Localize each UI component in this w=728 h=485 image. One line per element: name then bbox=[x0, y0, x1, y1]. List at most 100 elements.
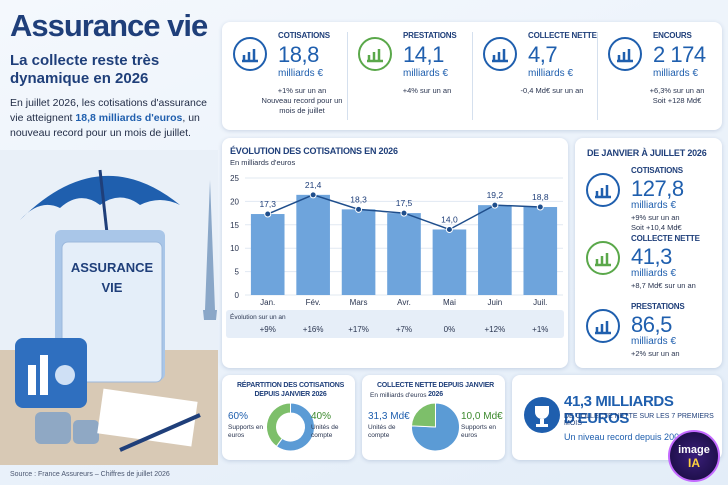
kpi-value: 2 174 bbox=[653, 42, 706, 67]
line-point bbox=[400, 209, 408, 217]
kpi-icon bbox=[608, 37, 642, 71]
bar bbox=[432, 229, 467, 295]
kpi-value: 18,8 bbox=[278, 42, 319, 67]
growth-value: +7% bbox=[396, 325, 412, 334]
intro-text: , un nouveau record pour un mois de juil… bbox=[10, 112, 200, 139]
icon-glyph bbox=[595, 321, 611, 335]
title: Assurance vie bbox=[10, 8, 208, 43]
source: Source : France Assureurs – Chiffres de … bbox=[10, 471, 170, 478]
kpi-label: ENCOURS bbox=[653, 31, 692, 40]
value-label: 19,2 bbox=[487, 190, 504, 200]
x-tick-label: Jan. bbox=[260, 298, 275, 307]
ytd-value: 41,3 bbox=[631, 244, 672, 269]
icon-ring bbox=[586, 241, 620, 275]
ytd-title: DE JANVIER À JUILLET 2026 bbox=[587, 148, 707, 158]
ytd-icon bbox=[586, 173, 620, 207]
ytd-value: 86,5 bbox=[631, 312, 672, 337]
slice-label: Unités de compte bbox=[311, 424, 339, 439]
logo-text: image bbox=[678, 444, 710, 456]
chart-subtitle: En milliards d'euros bbox=[230, 158, 296, 167]
y-tick-label: 0 bbox=[235, 291, 240, 300]
icon-ring bbox=[586, 173, 620, 207]
kpi-note: +1% sur un an bbox=[277, 86, 327, 95]
x-tick-label: Juin bbox=[488, 298, 503, 307]
growth-label: Évolution sur un an bbox=[230, 312, 286, 321]
kpi-label: COLLECTE NETTE bbox=[528, 31, 597, 40]
pie-slice bbox=[411, 402, 436, 428]
icon-ring bbox=[358, 37, 392, 71]
chart-icon bbox=[15, 338, 87, 408]
icon-glyph bbox=[595, 185, 611, 199]
pie-card: RÉPARTITION DES COTISATIONS DEPUIS JANVI… bbox=[222, 375, 355, 460]
icon-ring bbox=[608, 37, 642, 71]
value-label: 17,3 bbox=[259, 199, 276, 209]
kpi-note: -0,4 Md€ sur un an bbox=[520, 86, 584, 95]
folder-label: ASSURANCE bbox=[71, 260, 154, 275]
line-point bbox=[536, 203, 544, 211]
kpi-unit: milliards € bbox=[653, 68, 699, 79]
pie-subtitle: En milliards d'euros bbox=[370, 392, 427, 399]
icon-glyph bbox=[492, 49, 508, 63]
kpi-icon bbox=[483, 37, 517, 71]
bar bbox=[296, 194, 330, 295]
kpi-label: PRESTATIONS bbox=[403, 31, 457, 40]
icon-glyph bbox=[595, 253, 611, 267]
x-tick-label: Fév. bbox=[306, 298, 321, 307]
growth-strip bbox=[226, 310, 564, 338]
line-point bbox=[264, 210, 272, 218]
line-point bbox=[491, 201, 499, 209]
kpi-value: 4,7 bbox=[528, 42, 558, 67]
y-tick-label: 25 bbox=[230, 174, 239, 183]
slice-value: 31,3 Md€ bbox=[368, 411, 410, 422]
growth-value: +1% bbox=[532, 325, 548, 334]
line-point bbox=[355, 205, 363, 213]
slice-value: 10,0 Md€ bbox=[461, 411, 503, 422]
ytd-label: COTISATIONS bbox=[631, 166, 683, 175]
ytd-unit: milliards € bbox=[631, 336, 677, 347]
subtitle: La collecte reste très dynamique en 2026 bbox=[10, 52, 160, 87]
umbrella bbox=[20, 175, 180, 220]
bar bbox=[523, 207, 558, 295]
kpi-unit: milliards € bbox=[278, 68, 324, 79]
value-label: 18,8 bbox=[532, 192, 549, 202]
ytd-note: +9% sur un an bbox=[631, 213, 680, 222]
icon-glyph bbox=[242, 49, 258, 63]
ytd-note: Soit +10,4 Md€ bbox=[631, 223, 682, 232]
kpi-icon bbox=[233, 37, 267, 71]
x-tick-label: Mars bbox=[350, 298, 368, 307]
line-point bbox=[309, 191, 317, 199]
ytd-icon bbox=[586, 241, 620, 275]
intro: En juillet 2026, les cotisations d'assur… bbox=[10, 96, 215, 141]
kpi-icon bbox=[358, 37, 392, 71]
growth-value: +12% bbox=[485, 325, 506, 334]
banner-headline: 41,3 MILLIARDS D'EUROS bbox=[564, 393, 674, 427]
icon-ring bbox=[233, 37, 267, 71]
x-tick-label: Avr. bbox=[397, 298, 411, 307]
illustration: ASSURANCE VIE bbox=[0, 150, 218, 465]
bar bbox=[387, 213, 421, 295]
logo-text: IA bbox=[688, 456, 700, 470]
ytd-icon bbox=[586, 309, 620, 343]
divider bbox=[472, 32, 473, 120]
growth-value: 0% bbox=[444, 325, 456, 334]
icon-bar bbox=[28, 365, 36, 395]
bar bbox=[250, 214, 285, 295]
ytd-label: PRESTATIONS bbox=[631, 302, 685, 311]
intro-text: En juillet 2026, les cotisations d'assur… bbox=[10, 97, 207, 124]
y-tick-label: 5 bbox=[235, 268, 240, 277]
pie-title: COLLECTE NETTE DEPUIS JANVIER 2026 bbox=[376, 382, 495, 398]
eiffel-tower bbox=[203, 180, 217, 320]
growth-value: +9% bbox=[260, 325, 276, 334]
line-point bbox=[445, 225, 453, 233]
icon-glyph bbox=[617, 49, 633, 63]
kpi-note: Nouveau record pour un mois de juillet bbox=[261, 96, 343, 115]
bar bbox=[341, 209, 376, 295]
kpi-note: Soit +128 Md€ bbox=[652, 96, 702, 105]
slice-value: 60% bbox=[228, 411, 249, 422]
growth-value: +16% bbox=[303, 325, 324, 334]
value-label: 14,0 bbox=[441, 214, 458, 224]
value-label: 17,5 bbox=[396, 198, 413, 208]
x-tick-label: Juil. bbox=[533, 298, 547, 307]
